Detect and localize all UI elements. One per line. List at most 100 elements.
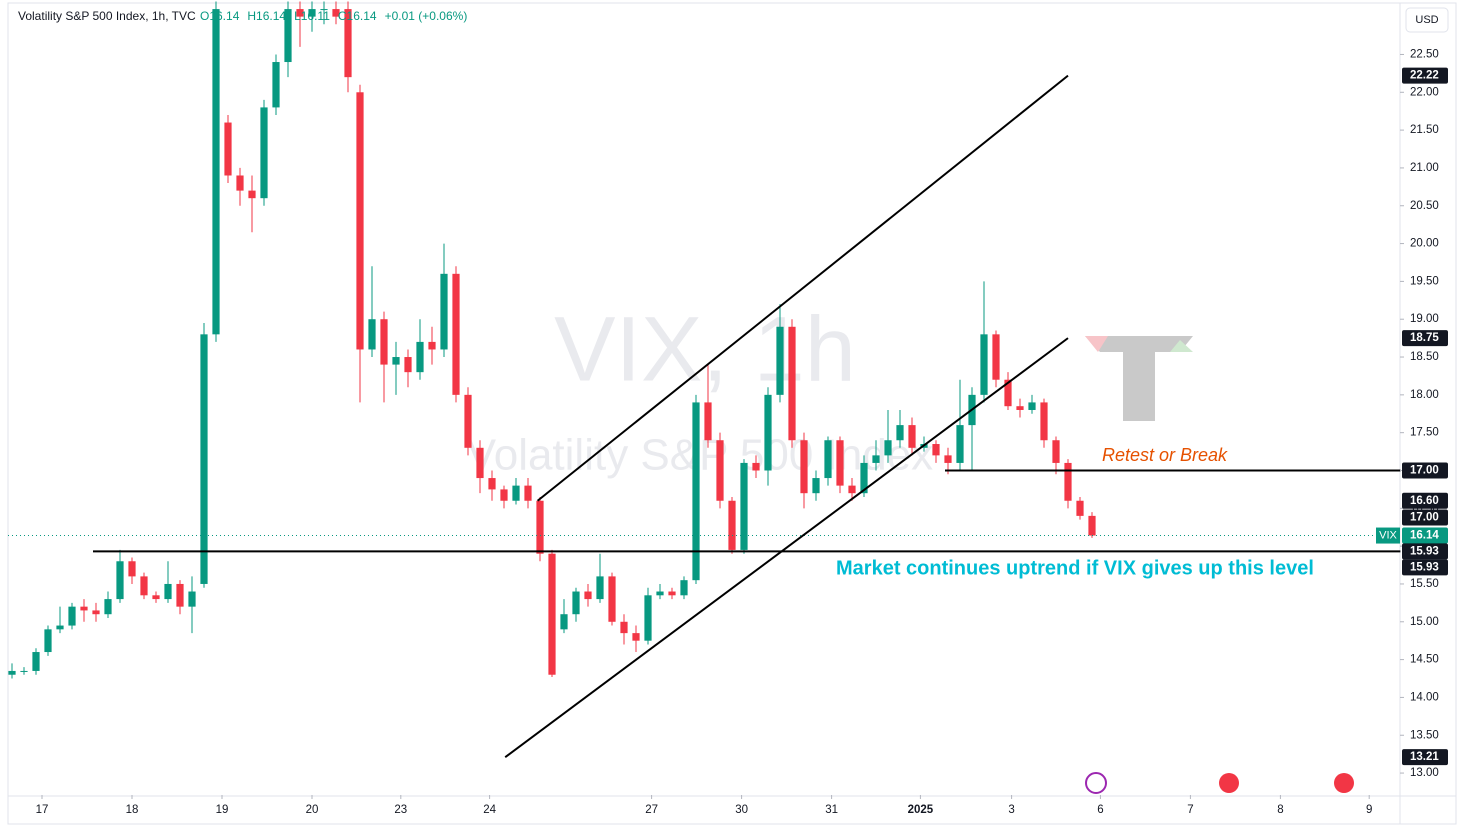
frame [7, 2, 1457, 825]
price-label: 15.93 [1410, 545, 1439, 557]
price-label-bg [1402, 509, 1448, 526]
y-tick-label: 13.00 [1410, 767, 1439, 779]
candle-body [344, 9, 352, 78]
candle-body [632, 633, 640, 641]
candle-body [608, 576, 616, 622]
candle-body [500, 489, 508, 501]
candle-body [1028, 402, 1036, 410]
price-label: 16.60 [1410, 495, 1439, 507]
candle-body [1004, 379, 1012, 407]
y-tick-label: 19.00 [1410, 313, 1439, 325]
ohlc-value: O16.14 [200, 9, 240, 23]
y-tick-label: 18.50 [1410, 351, 1439, 363]
y-tick-label: 21.50 [1410, 124, 1439, 136]
x-tick-label: 17 [36, 804, 49, 816]
logo [1085, 336, 1193, 421]
y-tick-label: 13.50 [1410, 729, 1439, 741]
candle-body [644, 595, 652, 641]
candle-body [356, 92, 364, 350]
ohlc-value: +0.01 (+0.06%) [385, 9, 468, 23]
candle-body [596, 576, 604, 600]
candle-body [44, 629, 52, 653]
chart-title: Volatility S&P 500 Index, 1h, TVC [18, 9, 196, 23]
x-tick-label: 30 [735, 804, 748, 816]
candle-body [32, 652, 40, 671]
y-tick-label: 18.00 [1410, 389, 1439, 401]
candle-body [800, 440, 808, 494]
watermark-subtitle: Volatility S&P 500 Index [467, 431, 933, 480]
candle-body [524, 485, 532, 501]
candle-body [236, 175, 244, 191]
y-tick-label: 14.00 [1410, 691, 1439, 703]
candle-body [1088, 515, 1096, 536]
candle-body [320, 9, 328, 11]
price-label-bg [1402, 330, 1448, 347]
candle-body [788, 326, 796, 441]
last-price-label: 16.14 [1410, 530, 1439, 542]
candle-body [680, 580, 688, 596]
candle-body [176, 583, 184, 607]
currency-button[interactable] [1405, 7, 1449, 33]
candle-body [440, 273, 448, 350]
candle-body [860, 462, 868, 494]
candle-body [740, 462, 748, 550]
price-label-bg [1402, 67, 1448, 84]
x-tick-label: 8 [1277, 804, 1283, 816]
trend-line [536, 74, 1069, 502]
candle-body [284, 9, 292, 63]
candle-body [572, 591, 580, 615]
candle-body [692, 402, 700, 581]
candle-body [512, 485, 520, 501]
candle-body [116, 561, 124, 600]
candle-body [164, 583, 172, 600]
x-tick-label: 9 [1366, 804, 1372, 816]
candle-body [416, 341, 424, 373]
candle-body [848, 485, 856, 494]
candle-body [728, 500, 736, 550]
currency[interactable]: USD [1415, 14, 1438, 26]
candle-body [212, 9, 220, 335]
candle-body [332, 9, 340, 17]
candle-body [80, 606, 88, 611]
x-tick-label: 19 [216, 804, 229, 816]
x-tick-label: 2025 [908, 804, 934, 816]
ohlc-value: L16.11 [294, 9, 330, 23]
candle-body [368, 319, 376, 350]
candle-body [392, 357, 400, 365]
candle-body [908, 425, 916, 448]
candle-body [956, 425, 964, 463]
candle-body [488, 478, 496, 490]
candle-body [140, 576, 148, 596]
candle-body [224, 122, 232, 176]
candle-body [536, 500, 544, 554]
candle-body [452, 273, 460, 395]
candle-body [104, 599, 112, 615]
candle-body [476, 447, 484, 479]
candle-body [188, 591, 196, 607]
candle-body [200, 334, 208, 584]
candle-body [620, 621, 628, 634]
candle-body [872, 455, 880, 463]
price-label-bg [1402, 559, 1448, 576]
candle-body [428, 341, 436, 350]
x-tick-label: 3 [1008, 804, 1014, 816]
x-tick-label: 7 [1187, 804, 1193, 816]
candle-body [272, 62, 280, 108]
candle-body [92, 610, 100, 615]
annotation: Market continues uptrend if VIX gives up… [836, 557, 1314, 579]
candle-body [992, 334, 1000, 380]
candle-body [944, 455, 952, 463]
candle-body [932, 444, 940, 456]
annotation: Retest or Break [1102, 445, 1228, 465]
candle-body [152, 595, 160, 600]
ohlc-value: H16.14 [247, 9, 286, 23]
y-tick-label: 22.00 [1410, 86, 1439, 98]
price-label-bg [1402, 462, 1448, 479]
candle-body [884, 440, 892, 456]
price-label: 17.00 [1410, 512, 1439, 524]
candle-body [1016, 406, 1024, 410]
candle-body [1052, 440, 1060, 463]
y-tick-label: 22.50 [1410, 48, 1439, 60]
y-tick-label: 17.50 [1410, 427, 1439, 439]
